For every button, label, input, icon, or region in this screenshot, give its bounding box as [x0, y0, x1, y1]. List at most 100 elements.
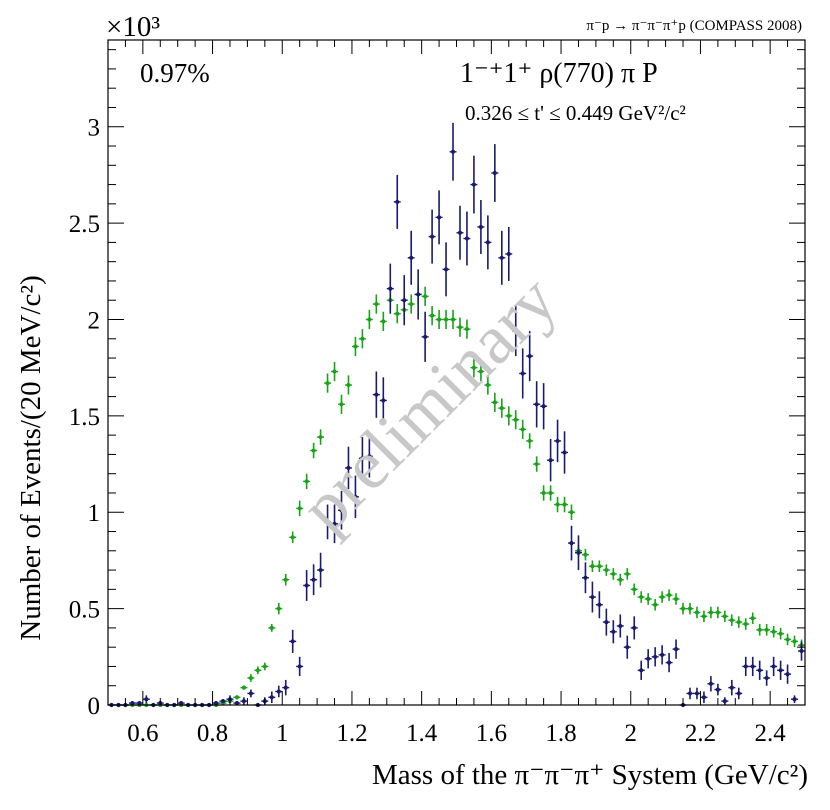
data-point [484, 215, 492, 270]
model-marker [353, 344, 358, 349]
data-point [324, 504, 332, 540]
model-marker [436, 317, 442, 322]
data-point [798, 641, 805, 661]
data-point [672, 639, 680, 659]
data-point [735, 687, 743, 700]
data-marker [583, 575, 588, 580]
model-point [784, 633, 792, 646]
model-marker [527, 438, 532, 444]
model-point [533, 456, 541, 472]
model-marker [555, 502, 560, 507]
model-marker [618, 577, 623, 582]
data-point [540, 383, 548, 430]
model-marker [639, 594, 644, 600]
data-point [686, 687, 694, 700]
y-tick-label: 1 [88, 500, 101, 527]
data-point [240, 697, 248, 705]
data-point [296, 656, 304, 677]
model-marker [750, 616, 755, 621]
model-marker [541, 490, 546, 496]
data-point [470, 155, 478, 214]
model-point [588, 560, 596, 572]
data-marker [618, 623, 623, 629]
model-marker [722, 614, 727, 619]
x-tick-label: 2.4 [755, 720, 787, 747]
data-marker [506, 251, 511, 257]
model-marker [653, 602, 658, 607]
data-point [442, 242, 450, 297]
data-marker [137, 700, 142, 706]
data-marker [778, 668, 783, 673]
data-point [498, 230, 506, 285]
data-marker [311, 577, 316, 582]
model-marker [478, 369, 483, 374]
model-marker [666, 593, 672, 598]
data-point [247, 689, 255, 698]
model-point [310, 442, 318, 459]
data-point [763, 670, 771, 686]
data-point [630, 616, 638, 640]
model-marker [443, 317, 449, 322]
model-point [700, 610, 708, 623]
data-point [651, 647, 659, 667]
model-marker [360, 336, 365, 341]
data-point [616, 614, 624, 638]
data-marker [492, 170, 497, 176]
data-marker [660, 652, 665, 657]
data-marker [729, 685, 734, 690]
model-point [512, 410, 520, 430]
model-marker [423, 294, 428, 299]
percent-label: 0.97% [140, 58, 210, 88]
data-point [574, 535, 582, 571]
data-marker [673, 647, 679, 652]
model-point [672, 593, 680, 605]
model-point [470, 358, 478, 378]
data-marker [367, 454, 372, 459]
data-marker [590, 594, 595, 600]
data-point [623, 635, 631, 659]
data-point [547, 439, 555, 482]
data-point [331, 504, 339, 544]
data-point [128, 700, 136, 706]
data-point [233, 700, 241, 706]
data-point [770, 656, 778, 677]
model-marker [297, 506, 302, 511]
model-point [358, 329, 366, 349]
data-marker [241, 699, 247, 704]
data-marker [562, 450, 567, 455]
data-marker [395, 199, 400, 205]
model-point [296, 500, 304, 517]
data-marker [499, 255, 504, 260]
model-point [595, 560, 603, 572]
data-marker [436, 215, 442, 220]
model-point [289, 531, 297, 544]
model-marker [409, 301, 414, 307]
model-marker [492, 400, 497, 405]
model-marker [562, 502, 567, 507]
data-marker [799, 648, 804, 654]
data-point [505, 226, 513, 281]
series-data [108, 122, 805, 708]
data-marker [144, 697, 149, 702]
model-point [777, 627, 785, 640]
data-marker [548, 458, 553, 463]
x-tick-label: 0.8 [197, 720, 228, 747]
model-point [665, 589, 673, 601]
data-marker [220, 699, 226, 704]
x-tick-label: 1.6 [476, 720, 507, 747]
ticks-layer: 0.6 0.8 1 1.2 1.4 1.6 1.8 2 2.2 2.4 0 0.5 1 1.5 2 2.5 3 [69, 40, 806, 747]
model-point [449, 309, 457, 330]
data-point [554, 419, 562, 463]
model-marker [346, 382, 351, 388]
data-point [351, 475, 359, 519]
model-point [407, 294, 415, 314]
data-point [303, 570, 311, 601]
model-marker [450, 317, 456, 322]
model-marker [673, 596, 679, 602]
data-point [714, 683, 722, 696]
model-point [707, 606, 715, 619]
data-point [477, 199, 485, 254]
data-point [588, 581, 596, 613]
data-point [421, 311, 429, 362]
model-marker [632, 587, 637, 592]
